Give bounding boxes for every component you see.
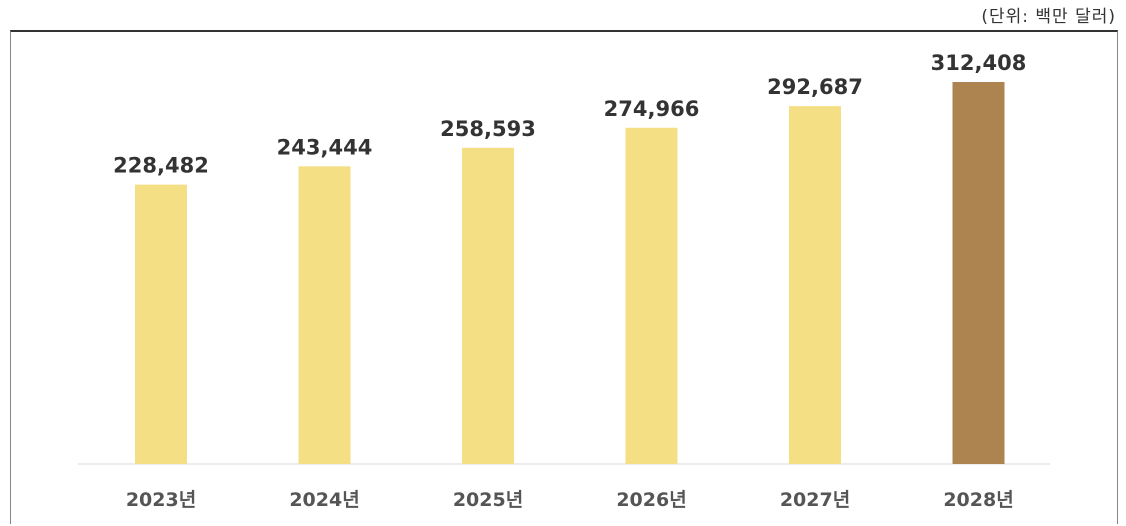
unit-label: (단위: 백만 달러) (981, 7, 1116, 27)
value-label: 243,444 (277, 135, 373, 159)
value-labels-group: 228,482 243,444 258,593 274,966 292,687 312,4… (113, 51, 1026, 178)
bar-2023년 (135, 184, 187, 465)
x-tick-label: 2023년 (126, 489, 196, 511)
value-label: 312,408 (931, 51, 1027, 75)
x-tick-labels-group: 2023년 2024년 2025년 2026년 2027년 2028년 (126, 489, 1014, 511)
bar-2026년 (625, 127, 678, 464)
bars-group (135, 82, 1005, 465)
bar-2027년 (789, 106, 841, 465)
x-tick-label: 2025년 (453, 489, 523, 511)
bar-2028년 (952, 82, 1005, 464)
x-tick-label: 2027년 (780, 489, 850, 511)
value-label: 228,482 (113, 154, 209, 178)
bar-2025년 (462, 147, 514, 464)
x-tick-label: 2026년 (616, 489, 686, 511)
x-tick-label: 2024년 (289, 489, 359, 511)
chart-frame (10, 30, 1118, 524)
value-label: 292,687 (767, 75, 863, 99)
bar-2024년 (298, 166, 351, 464)
x-tick-label: 2028년 (943, 489, 1013, 511)
value-label: 274,966 (604, 97, 700, 121)
value-label: 258,593 (440, 117, 536, 141)
